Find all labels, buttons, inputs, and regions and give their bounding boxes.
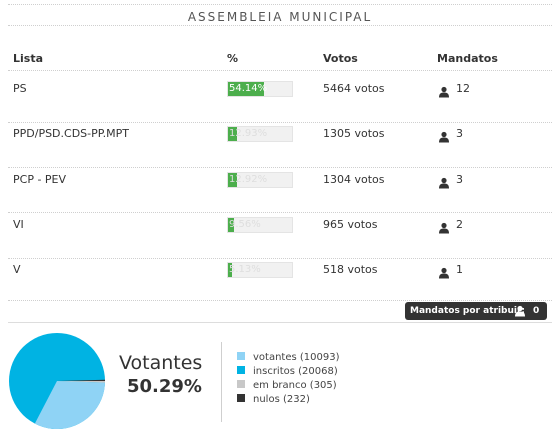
user-icon bbox=[438, 219, 450, 234]
row-separator bbox=[8, 212, 552, 213]
percent-bar-label: 12.92% bbox=[229, 174, 268, 185]
user-icon bbox=[438, 128, 450, 143]
legend-item: em branco (305) bbox=[237, 380, 337, 391]
user-icon bbox=[438, 83, 450, 98]
row-separator bbox=[8, 122, 552, 123]
percent-bar: 9.56% bbox=[227, 217, 293, 233]
row-votos: 518 votos bbox=[323, 263, 378, 276]
row-mandatos: 12 bbox=[456, 82, 470, 95]
pending-mandates-badge: Mandatos por atribuir: 0 bbox=[405, 302, 547, 320]
percent-bar-label: 12.93% bbox=[229, 128, 268, 139]
row-lista: PCP - PEV bbox=[13, 173, 67, 186]
legend-swatch bbox=[237, 366, 245, 374]
legend-label: inscritos (20068) bbox=[253, 366, 338, 377]
legend-swatch bbox=[237, 380, 245, 388]
row-lista: PS bbox=[13, 82, 27, 95]
row-votos: 1304 votos bbox=[323, 173, 385, 186]
percent-bar-label: 9.56% bbox=[229, 219, 261, 230]
row-votos: 1305 votos bbox=[323, 127, 385, 140]
col-header-votos: Votos bbox=[323, 52, 358, 65]
pending-label: Mandatos por atribuir: bbox=[410, 306, 525, 316]
row-mandatos: 1 bbox=[456, 263, 463, 276]
footer-separator bbox=[8, 322, 552, 323]
percent-bar-label: 5.13% bbox=[229, 264, 261, 275]
percent-bar-fill bbox=[228, 127, 237, 141]
row-separator bbox=[8, 167, 552, 168]
turnout-pie-chart bbox=[9, 333, 105, 430]
pie-slice-nulos bbox=[57, 379, 105, 381]
col-header-pct: % bbox=[227, 52, 239, 65]
legend-label: votantes (10093) bbox=[253, 352, 340, 363]
pie-slice-votantes bbox=[34, 381, 105, 430]
user-icon bbox=[515, 305, 525, 317]
col-header-lista: Lista bbox=[13, 52, 44, 65]
percent-bar: 54.14% bbox=[227, 81, 293, 97]
legend-swatch bbox=[237, 394, 245, 402]
row-separator bbox=[8, 300, 552, 301]
percent-bar-fill bbox=[228, 263, 232, 277]
section-title: ASSEMBLEIA MUNICIPAL bbox=[8, 4, 552, 26]
percent-bar: 12.93% bbox=[227, 126, 293, 142]
percent-bar-fill bbox=[228, 173, 237, 187]
summary-divider bbox=[221, 342, 222, 422]
legend-item: nulos (232) bbox=[237, 394, 310, 405]
percent-bar-fill bbox=[228, 218, 235, 232]
row-votos: 965 votos bbox=[323, 218, 378, 231]
row-separator bbox=[8, 258, 552, 259]
row-votos: 5464 votos bbox=[323, 82, 385, 95]
user-icon bbox=[438, 264, 450, 279]
col-header-mandatos: Mandatos bbox=[437, 52, 498, 65]
turnout-percent: 50.29% bbox=[127, 376, 202, 397]
row-lista: VI bbox=[13, 218, 24, 231]
pending-count: 0 bbox=[533, 306, 540, 316]
pie-slice-em-branco bbox=[57, 381, 105, 383]
section-title-text: ASSEMBLEIA MUNICIPAL bbox=[187, 10, 373, 24]
legend-swatch bbox=[237, 352, 245, 360]
percent-bar: 5.13% bbox=[227, 262, 293, 278]
percent-bar-fill bbox=[228, 82, 264, 96]
legend-item: votantes (10093) bbox=[237, 352, 340, 363]
header-separator bbox=[8, 70, 552, 71]
legend-label: em branco (305) bbox=[253, 380, 337, 391]
row-lista: V bbox=[13, 263, 21, 276]
percent-bar-label: 54.14% bbox=[229, 83, 268, 94]
legend-label: nulos (232) bbox=[253, 394, 310, 405]
percent-bar: 12.92% bbox=[227, 172, 293, 188]
legend-item: inscritos (20068) bbox=[237, 366, 338, 377]
row-mandatos: 3 bbox=[456, 127, 463, 140]
row-mandatos: 3 bbox=[456, 173, 463, 186]
row-lista: PPD/PSD.CDS-PP.MPT bbox=[13, 127, 130, 140]
user-icon bbox=[438, 174, 450, 189]
row-mandatos: 2 bbox=[456, 218, 463, 231]
turnout-label: Votantes bbox=[119, 352, 203, 374]
